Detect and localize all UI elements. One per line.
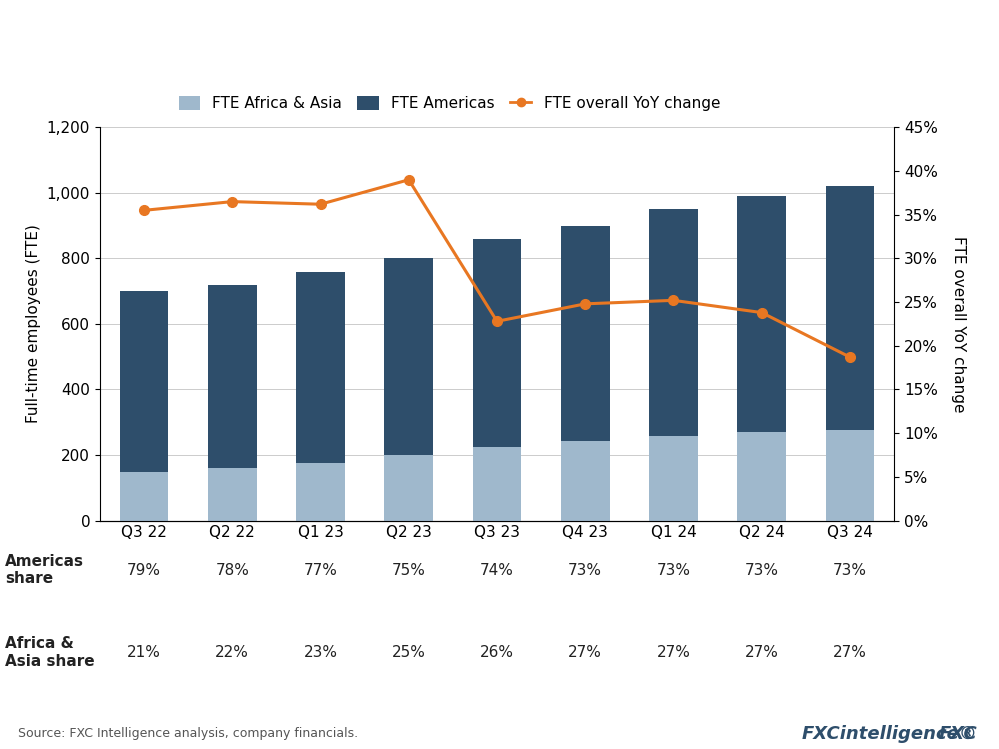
Bar [737, 196, 786, 432]
Text: 21%: 21% [127, 645, 161, 660]
Text: 27%: 27% [568, 645, 602, 660]
Legend: FTE Africa & Asia, FTE Americas, FTE overall YoY change: FTE Africa & Asia, FTE Americas, FTE ove… [173, 90, 726, 117]
Text: 27%: 27% [656, 645, 690, 660]
Bar [561, 225, 609, 441]
Text: 73%: 73% [656, 562, 690, 577]
Bar [473, 447, 521, 521]
Text: 25%: 25% [392, 645, 426, 660]
Text: FXC: FXC [938, 725, 977, 743]
Bar [208, 468, 257, 521]
Bar [385, 258, 433, 455]
Text: 73%: 73% [744, 562, 779, 577]
Text: Source: FXC Intelligence analysis, company financials.: Source: FXC Intelligence analysis, compa… [18, 727, 358, 740]
Text: FXCintelligence®: FXCintelligence® [801, 725, 977, 743]
Bar [737, 432, 786, 521]
Bar [561, 441, 609, 521]
Text: 27%: 27% [833, 645, 867, 660]
Bar [473, 239, 521, 447]
Y-axis label: FTE overall YoY change: FTE overall YoY change [951, 236, 966, 412]
Text: 74%: 74% [481, 562, 513, 577]
Text: 79%: 79% [127, 562, 161, 577]
Text: 26%: 26% [480, 645, 514, 660]
Text: Americas
share: Americas share [5, 554, 84, 586]
Text: dLocal full-time employees by region, 2022-2024: dLocal full-time employees by region, 20… [18, 81, 462, 99]
Text: dLocal grows employees but at a slower rate than last year: dLocal grows employees but at a slower r… [18, 24, 904, 50]
Bar [297, 272, 345, 463]
Text: 27%: 27% [745, 645, 778, 660]
Bar [649, 209, 697, 437]
Bar [385, 455, 433, 521]
Text: 23%: 23% [304, 645, 338, 660]
Bar [826, 186, 874, 430]
Bar [826, 430, 874, 521]
Text: 75%: 75% [392, 562, 426, 577]
Bar [208, 285, 257, 468]
Text: 73%: 73% [568, 562, 602, 577]
Bar [297, 463, 345, 521]
Y-axis label: Full-time employees (FTE): Full-time employees (FTE) [26, 225, 41, 423]
Text: 77%: 77% [304, 562, 338, 577]
Bar [120, 291, 168, 473]
Text: 78%: 78% [216, 562, 249, 577]
Text: Africa &
Asia share: Africa & Asia share [5, 637, 95, 669]
Bar [649, 437, 697, 521]
Text: 73%: 73% [833, 562, 867, 577]
Bar [120, 473, 168, 521]
Text: 22%: 22% [216, 645, 249, 660]
